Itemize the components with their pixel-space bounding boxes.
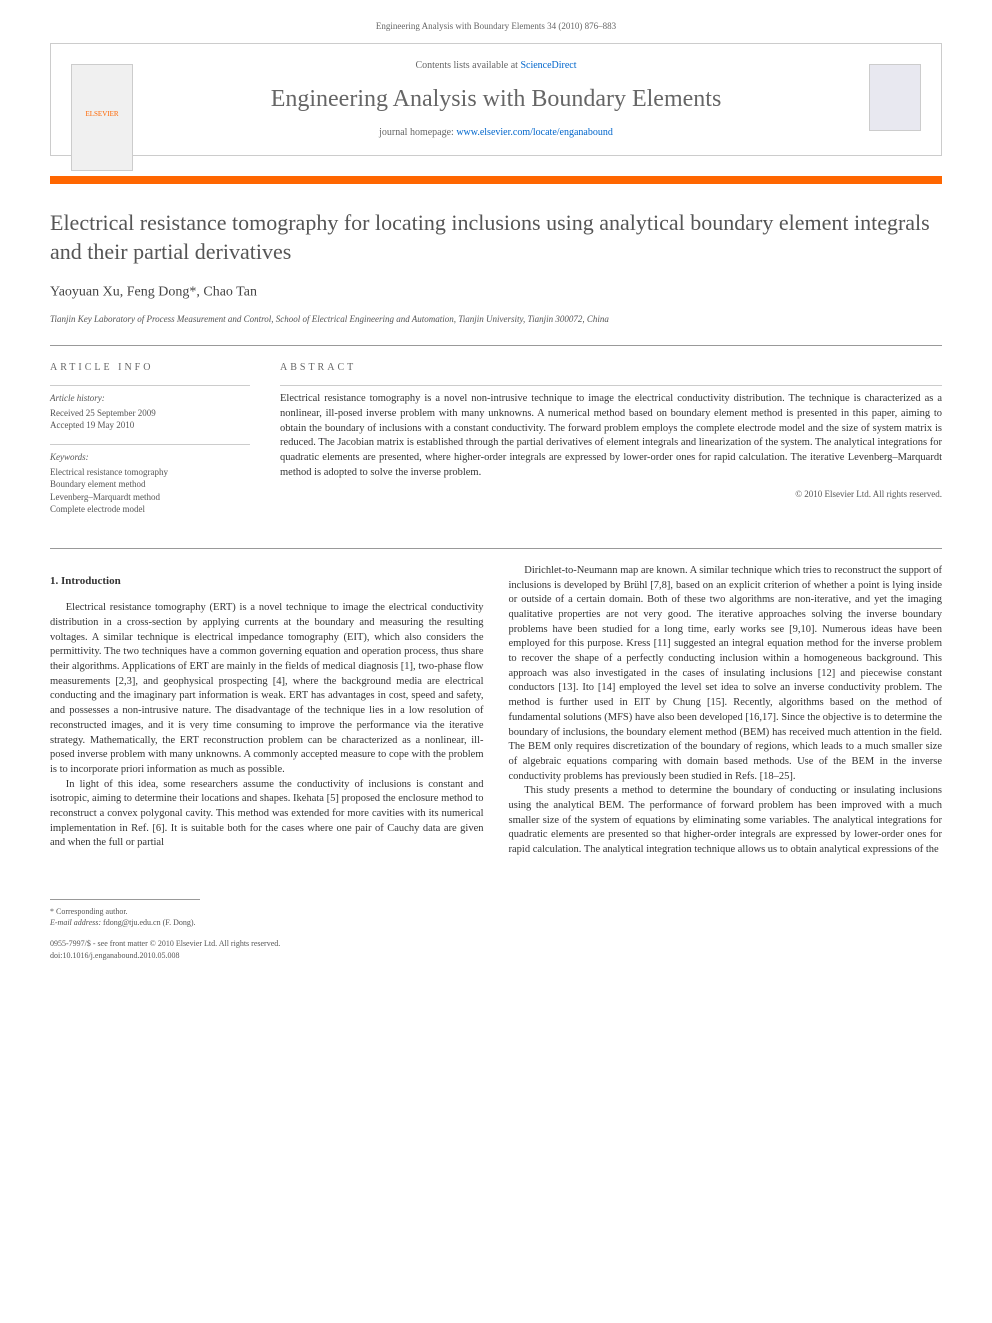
elsevier-logo: ELSEVIER xyxy=(71,64,133,171)
article-info-column: ARTICLE INFO Article history: Received 2… xyxy=(50,361,250,528)
journal-banner: ELSEVIER Contents lists available at Sci… xyxy=(50,43,942,157)
article-info-label: ARTICLE INFO xyxy=(50,361,250,375)
history-received: Received 25 September 2009 xyxy=(50,407,250,420)
sciencedirect-link[interactable]: ScienceDirect xyxy=(520,60,576,71)
body-paragraph: Electrical resistance tomography (ERT) i… xyxy=(50,601,484,777)
contents-line: Contents lists available at ScienceDirec… xyxy=(71,59,921,73)
issn-line: 0955-7997/$ - see front matter © 2010 El… xyxy=(50,938,484,949)
abstract-column: ABSTRACT Electrical resistance tomograph… xyxy=(280,361,942,528)
body-paragraph: This study presents a method to determin… xyxy=(509,784,943,857)
email-line: E-mail address: fdong@tju.edu.cn (F. Don… xyxy=(50,917,484,928)
homepage-link[interactable]: www.elsevier.com/locate/enganabound xyxy=(456,127,613,138)
info-abstract-row: ARTICLE INFO Article history: Received 2… xyxy=(50,361,942,528)
body-paragraph: Dirichlet-to-Neumann map are known. A si… xyxy=(509,564,943,784)
email-label: E-mail address: xyxy=(50,918,103,927)
section-heading-introduction: 1. Introduction xyxy=(50,574,484,589)
body-column-right: Dirichlet-to-Neumann map are known. A si… xyxy=(509,564,943,961)
divider-bottom xyxy=(50,548,942,549)
abstract-text: Electrical resistance tomography is a no… xyxy=(280,385,942,480)
email-address[interactable]: fdong@tju.edu.cn (F. Dong). xyxy=(103,918,196,927)
footer-area: * Corresponding author. E-mail address: … xyxy=(50,891,484,961)
history-accepted: Accepted 19 May 2010 xyxy=(50,419,250,432)
abstract-copyright: © 2010 Elsevier Ltd. All rights reserved… xyxy=(280,488,942,501)
body-two-columns: 1. Introduction Electrical resistance to… xyxy=(50,564,942,961)
keyword-item: Boundary element method xyxy=(50,478,250,491)
journal-cover-thumbnail xyxy=(869,64,921,131)
keywords-heading: Keywords: xyxy=(50,451,250,464)
keyword-item: Levenberg–Marquardt method xyxy=(50,491,250,504)
authors-line: Yaoyuan Xu, Feng Dong*, Chao Tan xyxy=(50,281,942,302)
homepage-text: journal homepage: xyxy=(379,127,456,138)
body-column-left: 1. Introduction Electrical resistance to… xyxy=(50,564,484,961)
homepage-line: journal homepage: www.elsevier.com/locat… xyxy=(71,126,921,140)
affiliation: Tianjin Key Laboratory of Process Measur… xyxy=(50,313,942,326)
article-history-block: Article history: Received 25 September 2… xyxy=(50,385,250,432)
abstract-label: ABSTRACT xyxy=(280,361,942,375)
orange-divider-bar xyxy=(50,176,942,184)
journal-title: Engineering Analysis with Boundary Eleme… xyxy=(71,83,921,117)
body-paragraph: In light of this idea, some researchers … xyxy=(50,778,484,851)
doi-line: doi:10.1016/j.enganabound.2010.05.008 xyxy=(50,950,484,961)
corresponding-author-note: * Corresponding author. xyxy=(50,906,484,917)
page-header: Engineering Analysis with Boundary Eleme… xyxy=(0,0,992,43)
contents-text: Contents lists available at xyxy=(415,60,520,71)
divider-top xyxy=(50,345,942,346)
article-title: Electrical resistance tomography for loc… xyxy=(50,209,942,266)
footer-divider xyxy=(50,899,200,900)
history-heading: Article history: xyxy=(50,392,250,405)
keywords-block: Keywords: Electrical resistance tomograp… xyxy=(50,444,250,516)
authors-rest: *, Chao Tan xyxy=(189,285,257,300)
keyword-item: Complete electrode model xyxy=(50,503,250,516)
authors-primary: Yaoyuan Xu, Feng Dong xyxy=(50,285,189,300)
keyword-item: Electrical resistance tomography xyxy=(50,466,250,479)
